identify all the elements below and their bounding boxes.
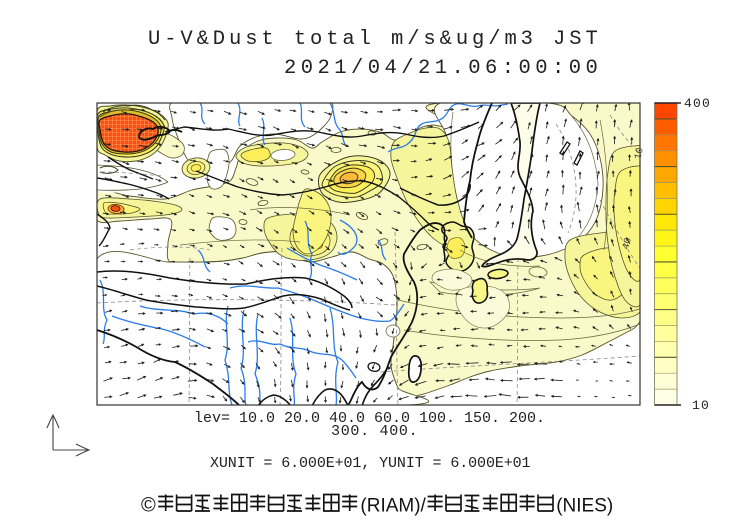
svg-text:(NIES): (NIES)	[556, 496, 613, 517]
svg-text:10: 10	[692, 398, 710, 413]
svg-text:400: 400	[684, 96, 711, 111]
svg-text:(RIAM)/: (RIAM)/	[360, 496, 426, 517]
svg-text:300. 400.: 300. 400.	[331, 423, 418, 440]
svg-text:lev= 10.0 20.0 40.0 60.0 100.: lev= 10.0 20.0 40.0 60.0 100. 150. 200.	[194, 410, 545, 427]
svg-text:40: 40	[621, 237, 635, 251]
svg-text:U-V&Dust total m/s&ug/m3 JST: U-V&Dust total m/s&ug/m3 JST	[148, 28, 602, 51]
svg-text:©: ©	[141, 495, 156, 517]
svg-text:2021/04/21.06:00:00: 2021/04/21.06:00:00	[284, 57, 602, 80]
svg-text:XUNIT = 6.000E+01, YUNIT = 6.0: XUNIT = 6.000E+01, YUNIT = 6.000E+01	[210, 455, 531, 472]
svg-text:10: 10	[633, 147, 647, 161]
